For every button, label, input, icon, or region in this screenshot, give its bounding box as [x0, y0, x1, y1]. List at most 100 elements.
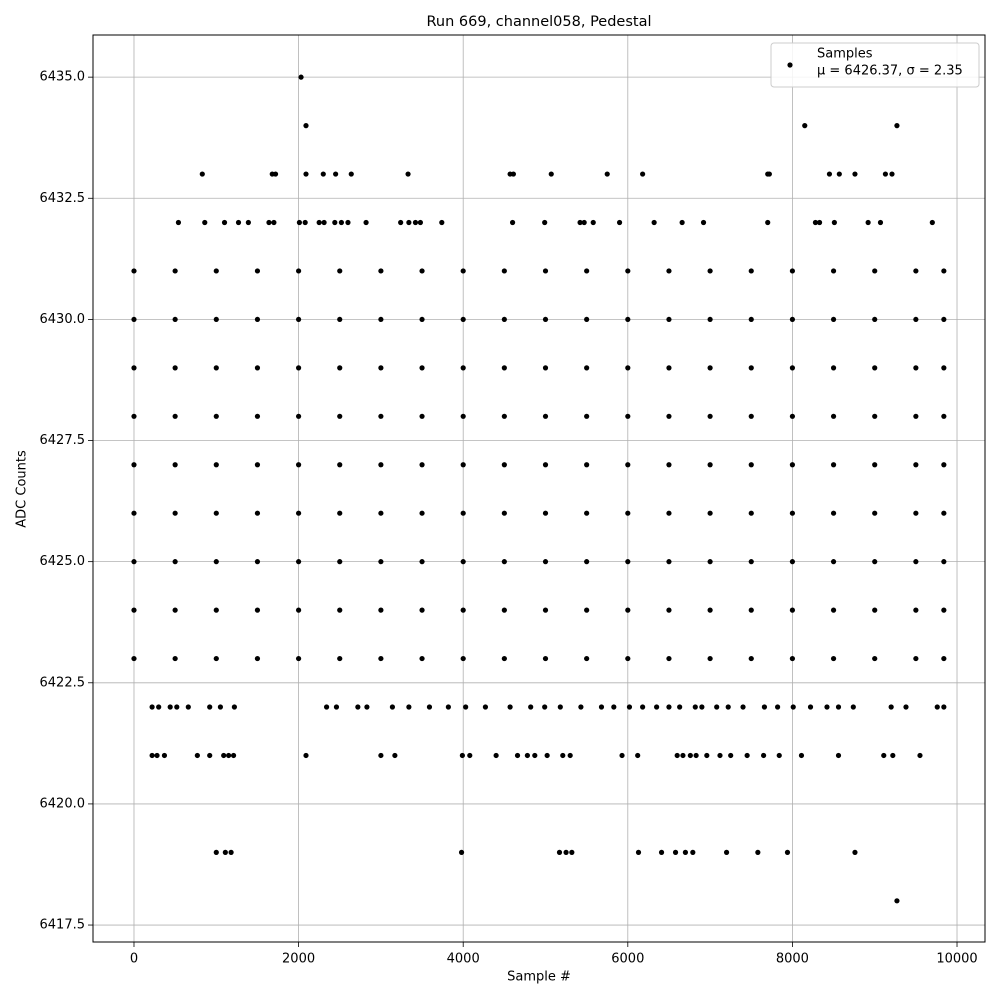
point: [569, 849, 575, 855]
point: [830, 607, 837, 613]
point: [221, 219, 228, 226]
point: [230, 752, 237, 759]
point: [704, 752, 710, 759]
x-tick-label: 6000: [611, 952, 644, 967]
point: [467, 752, 473, 759]
point: [584, 268, 590, 274]
point: [161, 752, 168, 759]
y-tick-label: 6417.5: [40, 918, 86, 933]
point: [748, 559, 754, 565]
y-tick-label: 6422.5: [40, 675, 86, 690]
point: [378, 316, 384, 323]
point: [392, 752, 398, 759]
point: [872, 607, 878, 613]
point: [929, 219, 935, 226]
point: [460, 655, 466, 662]
point: [302, 219, 308, 226]
point: [789, 462, 796, 468]
point: [707, 413, 713, 419]
point: [272, 171, 279, 177]
point: [584, 462, 590, 468]
point: [666, 316, 672, 323]
point: [941, 413, 947, 419]
point: [254, 462, 261, 468]
point: [460, 365, 466, 371]
point: [941, 316, 947, 323]
point: [296, 219, 303, 226]
point: [913, 510, 919, 516]
point: [154, 752, 160, 759]
point: [626, 704, 633, 710]
point: [348, 171, 354, 177]
point: [131, 655, 137, 662]
point: [417, 219, 424, 226]
point: [419, 316, 425, 323]
point: [913, 316, 919, 323]
point: [323, 704, 330, 710]
point: [295, 559, 302, 565]
point: [765, 219, 771, 226]
point: [295, 413, 302, 419]
point: [419, 462, 425, 468]
point: [774, 704, 781, 710]
point: [913, 413, 919, 419]
point: [254, 413, 261, 419]
point: [707, 607, 713, 613]
point: [254, 365, 261, 371]
point: [789, 559, 796, 565]
point: [682, 849, 689, 855]
point: [405, 171, 411, 177]
point: [616, 219, 623, 226]
point: [460, 462, 466, 468]
point: [378, 559, 384, 565]
point: [556, 849, 563, 855]
point: [635, 752, 641, 759]
point: [332, 219, 338, 226]
point: [172, 316, 178, 323]
point: [172, 559, 178, 565]
point: [581, 219, 587, 226]
point: [941, 268, 947, 274]
point: [717, 752, 723, 759]
point: [835, 704, 842, 710]
point: [316, 219, 322, 226]
point: [714, 704, 720, 710]
point: [707, 365, 713, 371]
point: [509, 219, 516, 226]
point: [131, 413, 137, 419]
point: [378, 607, 384, 613]
point: [337, 462, 343, 468]
point: [699, 704, 705, 710]
point: [542, 462, 549, 468]
point: [830, 559, 837, 565]
point: [666, 510, 672, 516]
legend-marker: [787, 62, 793, 68]
point: [295, 365, 302, 371]
point: [872, 655, 878, 662]
point: [789, 607, 796, 613]
point: [567, 752, 573, 759]
point: [872, 316, 878, 323]
point: [295, 268, 302, 274]
point: [295, 655, 302, 662]
point: [131, 559, 137, 565]
point: [482, 704, 489, 710]
point: [666, 655, 672, 662]
point: [666, 559, 672, 565]
point: [590, 219, 596, 226]
point: [666, 607, 672, 613]
point: [748, 268, 754, 274]
point: [625, 316, 631, 323]
point: [584, 316, 590, 323]
point: [419, 559, 425, 565]
point: [378, 365, 384, 371]
point: [131, 462, 137, 468]
point: [221, 752, 227, 759]
point: [790, 704, 796, 710]
point: [748, 510, 754, 516]
point: [789, 655, 796, 662]
point: [389, 704, 396, 710]
point: [707, 510, 713, 516]
point: [213, 849, 219, 855]
